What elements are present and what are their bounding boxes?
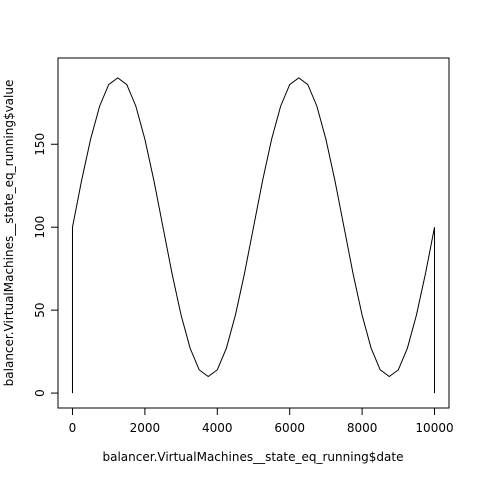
plot-box [57,57,450,409]
x-axis-label: balancer.VirtualMachines__state_eq_runni… [103,450,404,464]
x-tick-label: 8000 [347,421,378,435]
y-tick-label: 0 [33,389,47,397]
y-tick-label: 150 [33,133,47,156]
x-tick-label: 4000 [202,421,233,435]
y-tick-label: 100 [33,216,47,239]
x-tick-label: 0 [69,421,77,435]
y-tick-label: 50 [33,302,47,317]
x-tick-label: 2000 [130,421,161,435]
x-tick-label: 10000 [415,421,453,435]
data-line [71,77,436,394]
y-axis-label: balancer.VirtualMachines__state_eq_runni… [2,80,16,387]
x-tick-label: 6000 [274,421,305,435]
